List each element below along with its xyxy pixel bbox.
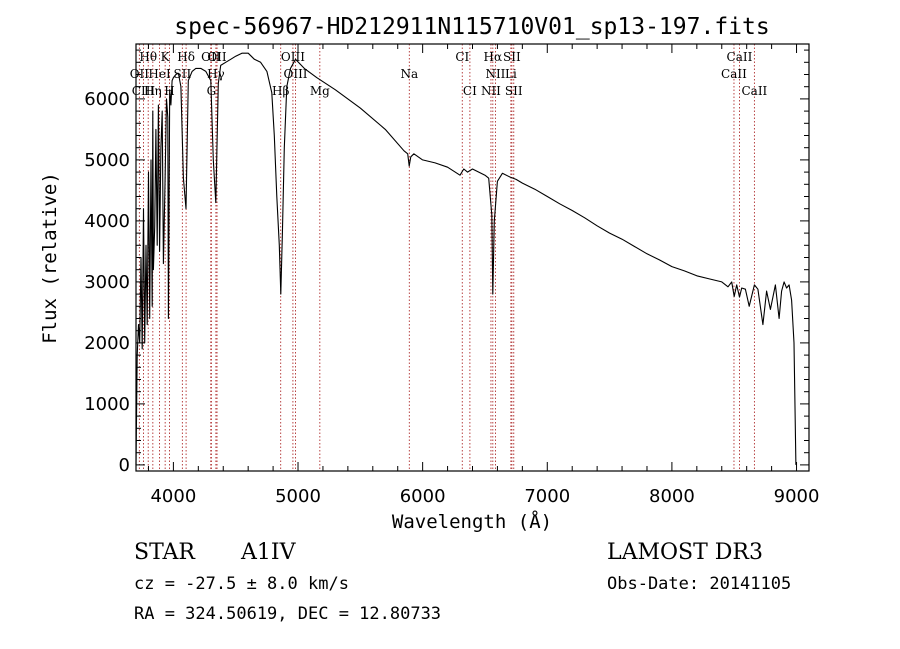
line-label: SII bbox=[505, 84, 523, 98]
line-label: Hα bbox=[484, 50, 503, 64]
x-tick-label: 7000 bbox=[524, 486, 570, 507]
line-label: NII bbox=[481, 84, 501, 98]
line-label: CaII bbox=[727, 50, 753, 64]
line-label: Na bbox=[400, 67, 418, 81]
x-tick-label: 4000 bbox=[150, 486, 196, 507]
line-label: SII bbox=[174, 67, 192, 81]
flux-series-line bbox=[135, 52, 797, 465]
plot-frame bbox=[135, 43, 810, 472]
line-label: Hθ bbox=[139, 50, 157, 64]
x-tick-label: 6000 bbox=[400, 486, 446, 507]
x-axis-label: Wavelength (Å) bbox=[392, 510, 552, 533]
line-label: HeI bbox=[148, 67, 171, 81]
line-label: Hδ bbox=[177, 50, 195, 64]
y-tick-label: 5000 bbox=[84, 150, 130, 171]
line-label: Hβ bbox=[272, 84, 289, 98]
y-tick-label: 2000 bbox=[84, 333, 130, 354]
observation-date: Obs-Date: 20141105 bbox=[607, 574, 792, 594]
line-label: NII bbox=[485, 67, 505, 81]
survey-name: LAMOST DR3 bbox=[607, 540, 763, 565]
object-subclass: A1IV bbox=[241, 540, 296, 565]
x-tick-label: 9000 bbox=[774, 486, 820, 507]
x-tick-label: 8000 bbox=[649, 486, 695, 507]
line-label: OII bbox=[201, 50, 221, 64]
y-tick-label: 6000 bbox=[84, 89, 130, 110]
line-label: OIII bbox=[281, 50, 305, 64]
x-axis-ticks: 4000 5000 6000 7000 8000 9000 bbox=[147, 44, 820, 507]
line-label: CIII bbox=[132, 84, 156, 98]
object-class: STAR bbox=[134, 540, 195, 565]
line-label: Mg bbox=[310, 84, 330, 98]
line-label: CaII bbox=[721, 67, 747, 81]
line-label: CI bbox=[455, 50, 469, 64]
line-label: CI bbox=[463, 84, 477, 98]
chart-title: spec-56967-HD212911N115710V01_sp13-197.f… bbox=[174, 14, 769, 40]
spectral-line-markers bbox=[138, 44, 755, 471]
y-tick-label: 3000 bbox=[84, 272, 130, 293]
line-label: K bbox=[161, 50, 171, 64]
y-tick-label: 4000 bbox=[84, 211, 130, 232]
x-tick-label: 5000 bbox=[275, 486, 321, 507]
y-tick-label: 1000 bbox=[84, 394, 130, 415]
sky-coordinates: RA = 324.50619, DEC = 12.80733 bbox=[134, 604, 442, 624]
line-label: OII bbox=[207, 50, 227, 64]
line-label: Li bbox=[505, 67, 517, 81]
line-label: SII bbox=[503, 50, 521, 64]
line-label: CaII bbox=[741, 84, 767, 98]
line-label: OIII bbox=[283, 67, 307, 81]
y-axis-label: Flux (relative) bbox=[39, 172, 61, 344]
y-tick-label: 0 bbox=[119, 455, 130, 476]
redshift-velocity: cz = -27.5 ± 8.0 km/s bbox=[134, 574, 349, 594]
line-label: Hη bbox=[144, 84, 162, 98]
y-axis-ticks: 0 1000 2000 3000 4000 5000 6000 bbox=[84, 49, 809, 476]
